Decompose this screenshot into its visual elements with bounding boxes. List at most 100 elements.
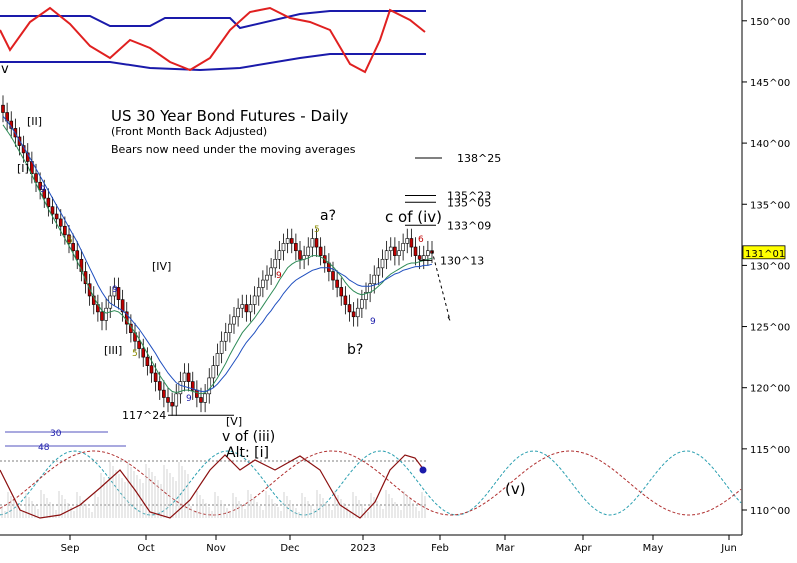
candle-body [252,295,257,305]
count-label-5c: 5 [314,225,320,235]
price-level-label: 117^24 [122,409,166,422]
candle-body [343,295,348,305]
count-labels: 9 5 9 5 9 9 5 9 6 [40,185,424,404]
candle-body [87,283,92,297]
candle-body [34,173,38,183]
candle-body [339,287,344,297]
y-axis-ticks: 150^00 145^00 140^00 135^00 130^00 125^00 120^… [742,17,790,517]
cycle-brackets: 30 48 [5,429,126,453]
candle-body [285,238,290,244]
candle-body [265,274,269,281]
wave-label-alt-i: Alt: [i] [226,445,269,461]
projection-arrow [447,316,451,321]
candle-body [178,381,183,395]
cycle-panel [0,450,742,519]
candle-body [153,372,158,382]
candle-body [75,250,80,260]
moving-average-fast [2,124,433,395]
cycle-wave-30 [0,450,742,516]
y-tick-label: 110^00 [750,506,790,517]
candle-body [335,279,339,288]
price-level-label: 133^09 [447,219,491,232]
cycle-48-label: 48 [38,443,50,453]
candle-body [306,246,311,256]
candle-body [388,246,393,252]
candle-body [372,274,377,285]
candle-body [190,381,195,391]
wave-label-III: [III] [104,344,122,357]
count-label-9a: 9 [40,185,46,195]
x-axis-ticks: Sep Oct Nov Dec 2023 Feb Mar Apr May Jun [61,535,737,554]
candle-body [360,299,364,309]
last-price-box [742,245,786,260]
count-label-5b: 5 [132,349,138,359]
oscillator-lower-band [0,53,426,72]
wave-label-c-of-iv: c of (iv) [385,208,442,226]
top-oscillator-panel [0,6,426,74]
candle-body [384,250,389,260]
candle-body [145,356,150,366]
candle-body [314,238,319,248]
candle-body [273,258,278,269]
candle-body [182,372,187,382]
wave-label-I: [I] [17,162,29,175]
cycle-wave-48 [0,450,742,516]
candle-body [1,104,5,113]
candle-body [38,181,42,190]
x-tick-label: May [643,543,664,554]
wave-label-a: a? [320,208,336,224]
candle-body [413,246,418,256]
candle-body [186,372,191,382]
x-tick-label: Feb [431,543,449,554]
y-tick-label: 140^00 [750,139,790,150]
count-label-6: 6 [418,235,424,245]
candle-body [54,213,59,220]
candle-body [421,255,426,260]
candle-body [269,267,273,276]
y-tick-label: 135^00 [750,200,790,211]
candle-body [310,238,315,248]
wave-label-b: b? [347,342,363,358]
candle-body [277,250,282,260]
candle-body [215,353,220,366]
wave-label-v-future: (v) [505,480,526,498]
candle-body [256,287,261,297]
candle-body [195,389,199,398]
candle-body [112,287,117,297]
wave-label-v-of-iii: v of (iii) [222,429,275,445]
candle-body [207,377,212,395]
candle-body [232,316,236,325]
candle-body [58,218,63,227]
chart-note: Bears now need under the moving averages [111,143,356,156]
candle-body [100,311,104,321]
candle-body [405,238,410,244]
candle-body [401,243,405,252]
x-tick-label: Sep [61,543,80,554]
candle-body [289,238,294,244]
price-level-label: 135^23 [447,189,491,202]
count-label-9d: 9 [276,271,282,281]
x-tick-label: Oct [137,543,154,554]
moving-average-slow [2,115,433,392]
x-tick-label: Jun [720,543,737,554]
x-tick-label: Apr [574,543,592,554]
candle-body [393,246,397,256]
candle-body [351,311,356,318]
candle-body [397,250,401,256]
candle-body [50,206,55,215]
candle-body [162,389,166,398]
candle-body [236,307,240,318]
candle-body [174,393,179,407]
candle-body [211,365,216,379]
candle-body [141,348,146,358]
candle-body [166,397,170,403]
candle-body [426,250,430,256]
count-label-9b: 9 [112,285,118,295]
count-label-9c: 9 [186,394,192,404]
last-price-tag: 131^01 [742,245,786,260]
y-tick-label: 125^00 [750,323,790,334]
candle-body [248,304,253,313]
y-tick-label: 150^00 [750,17,790,28]
